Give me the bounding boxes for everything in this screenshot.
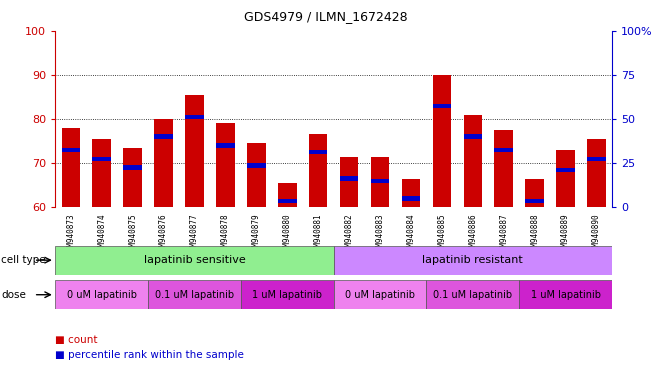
Bar <box>370 179 389 183</box>
Bar <box>402 179 420 207</box>
Bar <box>216 143 234 148</box>
Bar <box>241 280 333 309</box>
Bar <box>154 119 173 207</box>
Bar <box>124 148 142 207</box>
Text: 0 uM lapatinib: 0 uM lapatinib <box>345 290 415 300</box>
Bar <box>464 134 482 139</box>
Bar <box>587 157 605 161</box>
Bar <box>55 246 333 275</box>
Bar <box>154 134 173 139</box>
Bar <box>61 128 80 207</box>
Bar <box>370 157 389 207</box>
Text: ■ percentile rank within the sample: ■ percentile rank within the sample <box>55 350 244 360</box>
Bar <box>519 280 612 309</box>
Bar <box>247 163 266 168</box>
Bar <box>124 166 142 170</box>
Bar <box>333 280 426 309</box>
Bar <box>494 148 513 152</box>
Bar <box>309 150 327 154</box>
Bar <box>525 179 544 207</box>
Bar <box>92 139 111 207</box>
Bar <box>525 199 544 203</box>
Bar <box>309 134 327 207</box>
Bar <box>556 150 575 207</box>
Bar <box>185 95 204 207</box>
Bar <box>61 148 80 152</box>
Text: 0.1 uM lapatinib: 0.1 uM lapatinib <box>433 290 512 300</box>
Bar <box>426 280 519 309</box>
Text: GDS4979 / ILMN_1672428: GDS4979 / ILMN_1672428 <box>243 10 408 23</box>
Bar <box>402 196 420 201</box>
Bar <box>185 114 204 119</box>
Text: 1 uM lapatinib: 1 uM lapatinib <box>531 290 601 300</box>
Bar <box>278 183 296 207</box>
Text: cell type: cell type <box>1 255 46 265</box>
Bar <box>148 280 241 309</box>
Text: 0 uM lapatinib: 0 uM lapatinib <box>66 290 137 300</box>
Bar <box>464 114 482 207</box>
Bar <box>333 246 612 275</box>
Text: 1 uM lapatinib: 1 uM lapatinib <box>252 290 322 300</box>
Text: dose: dose <box>1 290 26 300</box>
Text: lapatinib resistant: lapatinib resistant <box>422 255 523 265</box>
Bar <box>216 123 234 207</box>
Bar <box>432 75 451 207</box>
Bar <box>340 177 358 181</box>
Bar <box>494 130 513 207</box>
Bar <box>556 168 575 172</box>
Bar <box>587 139 605 207</box>
Text: 0.1 uM lapatinib: 0.1 uM lapatinib <box>155 290 234 300</box>
Bar <box>432 104 451 108</box>
Bar <box>55 280 148 309</box>
Bar <box>340 157 358 207</box>
Bar <box>278 199 296 203</box>
Bar <box>92 157 111 161</box>
Text: lapatinib sensitive: lapatinib sensitive <box>144 255 245 265</box>
Bar <box>247 143 266 207</box>
Text: ■ count: ■ count <box>55 335 98 345</box>
